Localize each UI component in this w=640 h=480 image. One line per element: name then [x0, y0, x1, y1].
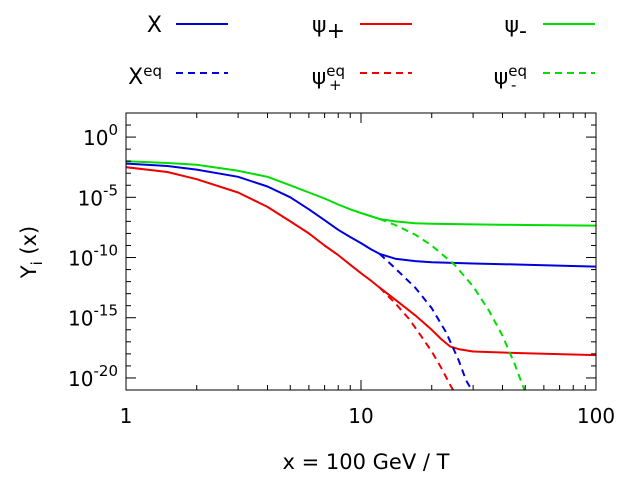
series-line — [379, 218, 526, 390]
legend-label: ψ- — [505, 13, 527, 44]
y-tick-exponent: -10 — [94, 242, 119, 260]
y-tick-exponent: 0 — [108, 121, 118, 139]
y-tick-label: 10-15 — [68, 302, 118, 331]
legend-label: ψeq + — [312, 62, 345, 94]
y-tick-label: 10-10 — [68, 242, 118, 271]
x-tick-label: 10 — [348, 404, 373, 428]
y-tick-base: 10 — [68, 307, 93, 331]
legend-name: ψ — [312, 13, 327, 38]
x-axis-label: x = 100 GeV / T — [283, 450, 450, 474]
legend-name: X — [147, 13, 162, 38]
y-tick-label: 10-5 — [78, 181, 118, 210]
series-line — [378, 286, 455, 390]
plot-frame — [125, 112, 597, 391]
y-tick-base: 10 — [68, 367, 93, 391]
legend-sup: eq — [143, 62, 162, 80]
y-tick-base: 10 — [78, 186, 103, 210]
series-line — [126, 160, 596, 227]
series-line — [126, 166, 596, 357]
legend-name: ψ — [505, 13, 520, 38]
y-axis-label-arg: (x) — [17, 226, 41, 262]
y-tick-label: 100 — [83, 121, 118, 150]
legend-sub: + — [329, 76, 342, 94]
y-axis-label-sub: i — [28, 261, 46, 265]
legend-name: ψ — [494, 65, 509, 90]
legend-sup: eq — [508, 62, 527, 80]
y-tick-label: 10-20 — [68, 362, 118, 391]
legend-label: Xeq — [128, 62, 162, 90]
y-tick-exponent: -5 — [103, 181, 118, 199]
series-line — [126, 162, 596, 268]
y-tick-exponent: -15 — [94, 302, 119, 320]
legend-sup: eq — [326, 62, 345, 80]
legend-sub: - — [511, 76, 516, 94]
y-tick-base: 10 — [68, 247, 93, 271]
x-tick-label: 1 — [120, 404, 133, 428]
y-tick-base: 10 — [83, 126, 108, 150]
legend-label: ψ+ — [312, 13, 345, 44]
y-tick-exponent: -20 — [94, 362, 119, 380]
series-layer — [126, 160, 596, 390]
legend-name: X — [128, 65, 143, 90]
y-axis-label-main: Y — [17, 265, 41, 279]
legend-sub: + — [327, 19, 345, 44]
legend-label: ψeq - — [494, 62, 527, 94]
legend-name: ψ — [312, 65, 327, 90]
legend-label: X — [147, 13, 162, 38]
y-axis-label: Yi (x) — [17, 226, 46, 280]
legend-sub: - — [519, 19, 527, 44]
series-line — [378, 253, 473, 390]
x-tick-label: 100 — [577, 404, 615, 428]
